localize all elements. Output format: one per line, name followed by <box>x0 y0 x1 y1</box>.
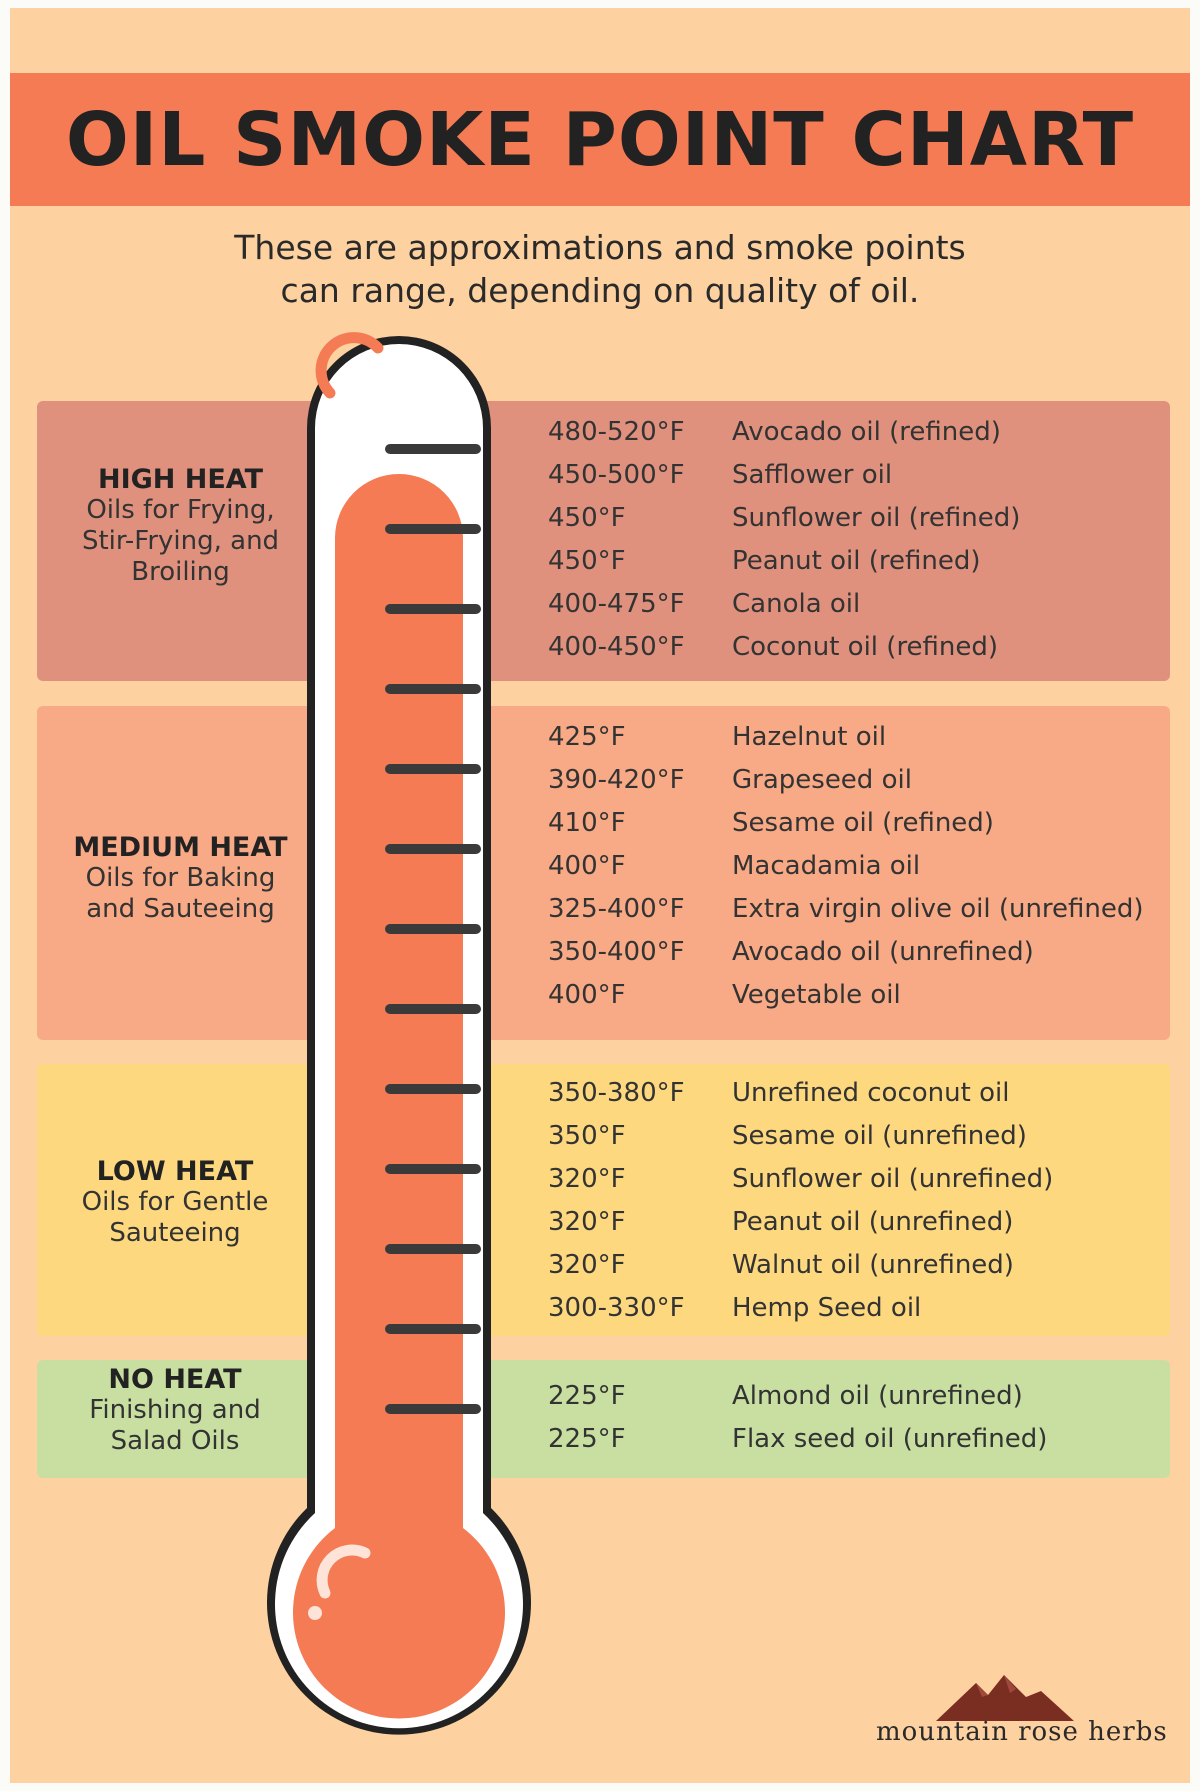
band-no-heat: NO HEAT Finishing and Salad Oils 225°F A… <box>37 1360 1170 1478</box>
oil-name: Almond oil (unrefined) <box>732 1381 1023 1411</box>
temp-value: 320°F <box>548 1250 626 1280</box>
temp-value: 350-380°F <box>548 1078 685 1108</box>
temp-value: 400°F <box>548 980 626 1010</box>
category-name: NO HEAT <box>108 1364 242 1395</box>
oil-name: Hemp Seed oil <box>732 1293 922 1323</box>
oil-name: Flax seed oil (unrefined) <box>732 1424 1048 1454</box>
temp-value: 300-330°F <box>548 1293 685 1323</box>
temp-value: 350-400°F <box>548 937 685 967</box>
temp-value: 400-450°F <box>548 632 685 662</box>
brand-logo: mountain rose herbs <box>876 1663 1168 1763</box>
category-desc-line: and Sauteeing <box>86 894 275 924</box>
medium-heat-label: MEDIUM HEAT Oils for Baking and Sauteein… <box>37 832 324 925</box>
category-name: LOW HEAT <box>96 1156 254 1187</box>
poster: OIL SMOKE POINT CHART These are approxim… <box>10 8 1190 1783</box>
temp-value: 325-400°F <box>548 894 685 924</box>
oil-name: Canola oil <box>732 589 861 619</box>
category-desc-line: Broiling <box>131 557 230 587</box>
temp-value: 350°F <box>548 1121 626 1151</box>
oil-name: Safflower oil <box>732 460 893 490</box>
temp-value: 450°F <box>548 503 626 533</box>
category-desc-line: Sauteeing <box>109 1218 241 1248</box>
category-name: HIGH HEAT <box>97 464 264 495</box>
band-high-heat: HIGH HEAT Oils for Frying, Stir-Frying, … <box>37 401 1170 681</box>
band-low-heat: LOW HEAT Oils for Gentle Sauteeing 350-3… <box>37 1064 1170 1336</box>
oil-name: Sunflower oil (refined) <box>732 503 1021 533</box>
oil-name: Avocado oil (unrefined) <box>732 937 1034 967</box>
oil-name: Coconut oil (refined) <box>732 632 999 662</box>
oil-name: Peanut oil (unrefined) <box>732 1207 1014 1237</box>
oil-name: Unrefined coconut oil <box>732 1078 1010 1108</box>
page-title: OIL SMOKE POINT CHART <box>65 96 1135 183</box>
subtitle: These are approximations and smoke point… <box>10 226 1190 312</box>
oil-name: Walnut oil (unrefined) <box>732 1250 1014 1280</box>
temp-value: 450°F <box>548 546 626 576</box>
mountain-logo-icon <box>936 1675 1074 1721</box>
oil-name: Hazelnut oil <box>732 722 887 752</box>
title-bar: OIL SMOKE POINT CHART <box>10 73 1190 206</box>
category-desc-line: Oils for Gentle <box>81 1187 269 1217</box>
brand-name: mountain rose herbs <box>876 1717 1168 1747</box>
band-medium-heat: MEDIUM HEAT Oils for Baking and Sauteein… <box>37 706 1170 1040</box>
oil-name: Vegetable oil <box>732 980 901 1010</box>
temp-value: 320°F <box>548 1164 626 1194</box>
oil-name: Extra virgin olive oil (unrefined) <box>732 894 1144 924</box>
oil-name: Peanut oil (refined) <box>732 546 981 576</box>
no-heat-label: NO HEAT Finishing and Salad Oils <box>37 1364 313 1457</box>
high-heat-label: HIGH HEAT Oils for Frying, Stir-Frying, … <box>37 464 324 588</box>
category-desc-line: Oils for Baking <box>85 863 276 893</box>
oil-name: Avocado oil (refined) <box>732 417 1001 447</box>
oil-name: Sesame oil (unrefined) <box>732 1121 1027 1151</box>
temp-value: 400°F <box>548 851 626 881</box>
category-desc-line: Stir-Frying, and <box>81 526 280 556</box>
category-name: MEDIUM HEAT <box>73 832 288 863</box>
low-heat-label: LOW HEAT Oils for Gentle Sauteeing <box>37 1156 313 1249</box>
category-desc-line: Salad Oils <box>110 1426 240 1456</box>
oil-name: Sesame oil (refined) <box>732 808 994 838</box>
temp-value: 425°F <box>548 722 626 752</box>
oil-name: Macadamia oil <box>732 851 921 881</box>
oil-name: Sunflower oil (unrefined) <box>732 1164 1054 1194</box>
category-desc-line: Finishing and <box>89 1395 261 1425</box>
temp-value: 225°F <box>548 1424 626 1454</box>
bulb-highlight-dot <box>308 1606 322 1620</box>
temp-value: 400-475°F <box>548 589 685 619</box>
oil-name: Grapeseed oil <box>732 765 912 795</box>
temp-value: 390-420°F <box>548 765 685 795</box>
subtitle-line-1: These are approximations and smoke point… <box>234 228 966 267</box>
temp-value: 480-520°F <box>548 417 685 447</box>
thermometer-graphic <box>267 332 531 1735</box>
temp-value: 450-500°F <box>548 460 685 490</box>
subtitle-line-2: can range, depending on quality of oil. <box>280 271 920 310</box>
temp-value: 320°F <box>548 1207 626 1237</box>
temp-value: 410°F <box>548 808 626 838</box>
category-desc-line: Oils for Frying, <box>86 495 275 525</box>
bulb-highlight <box>316 1544 371 1599</box>
tick-marks <box>385 444 481 1414</box>
glass-highlight <box>315 332 384 399</box>
temp-value: 225°F <box>548 1381 626 1411</box>
